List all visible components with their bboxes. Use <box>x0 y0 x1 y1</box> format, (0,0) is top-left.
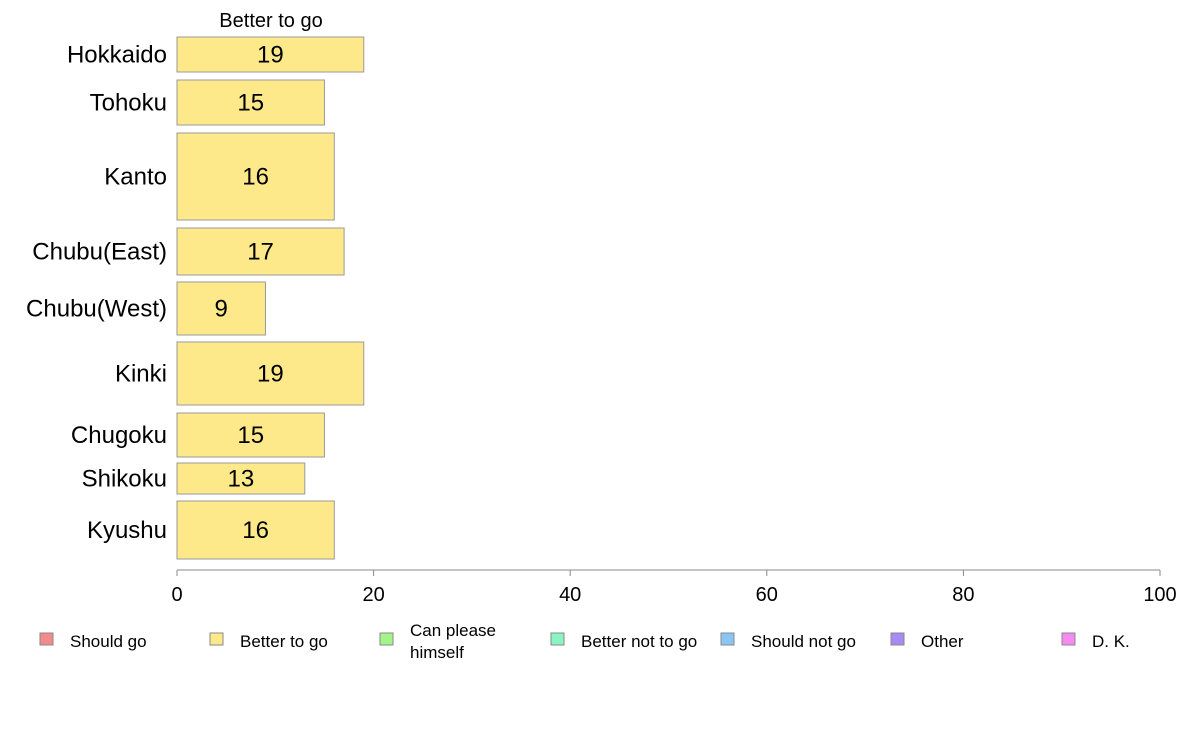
legend-swatch <box>379 632 394 646</box>
bar-segment <box>176 132 335 221</box>
series-title-layer: Better to go <box>219 10 322 32</box>
legend-label: Better not to go <box>581 632 697 651</box>
region-label: Chubu(East) <box>32 239 167 266</box>
bar-segment <box>176 281 266 336</box>
region-label: Kanto <box>104 164 167 191</box>
x-tick-label: 20 <box>362 584 384 606</box>
bar-segment <box>176 341 365 406</box>
x-axis: 0 20 40 60 80 100 <box>171 569 1177 606</box>
legend-swatch <box>890 632 905 646</box>
legend-label: Better to go <box>240 632 328 651</box>
bar-value-label: 16 <box>242 517 269 544</box>
x-tick-label: 40 <box>559 584 581 606</box>
legend-item: Better to go <box>209 632 328 651</box>
region-label: Shikoku <box>82 466 167 493</box>
bar-value-label: 16 <box>242 164 269 191</box>
legend-label: Should not go <box>751 632 856 651</box>
x-tick-label: 100 <box>1143 584 1176 606</box>
bar-segment <box>176 412 325 458</box>
legend-swatch <box>550 632 565 646</box>
bar-value-label: 19 <box>257 42 284 69</box>
legend-swatch <box>1061 632 1076 646</box>
region-label: Kyushu <box>87 517 167 544</box>
x-tick-label: 60 <box>756 584 778 606</box>
bar-value-label: 13 <box>228 466 255 493</box>
bar-value-label: 19 <box>257 361 284 388</box>
legend-label: D. K. <box>1092 632 1130 651</box>
x-tick-label: 80 <box>952 584 974 606</box>
bar-value-label: 17 <box>247 239 274 266</box>
bar-value-label: 15 <box>237 422 264 449</box>
region-labels: Hokkaido Tohoku Kanto Chubu(East) Chubu(West… <box>26 42 167 545</box>
legend-item: Can please himself <box>379 621 496 662</box>
legend-item: Other <box>890 632 964 651</box>
bar-segment <box>176 227 345 276</box>
legend: Should go Better to go Can please himself Be… <box>39 621 1130 662</box>
legend-swatch <box>209 632 224 646</box>
region-label: Hokkaido <box>67 42 167 69</box>
legend-label: Should go <box>70 632 147 651</box>
series-title: Better to go <box>219 10 322 32</box>
bar-value-label: 15 <box>237 90 264 117</box>
legend-swatch <box>39 632 54 646</box>
bar-value-label: 9 <box>215 296 228 323</box>
legend-label: Other <box>921 632 964 651</box>
legend-swatch <box>720 632 735 646</box>
region-label: Kinki <box>115 361 167 388</box>
bars-layer: 19 15 16 17 9 19 15 13 16 <box>176 36 365 560</box>
x-tick-label: 0 <box>171 584 182 606</box>
bar-segment <box>176 36 365 73</box>
legend-item: Better not to go <box>550 632 697 651</box>
bar-segment <box>176 79 325 126</box>
bar-segment <box>176 462 306 495</box>
legend-item: D. K. <box>1061 632 1130 651</box>
region-label: Chubu(West) <box>26 296 167 323</box>
legend-item: Should not go <box>720 632 856 651</box>
legend-item: Should go <box>39 632 147 651</box>
region-label: Chugoku <box>71 422 167 449</box>
bar-segment <box>176 500 335 560</box>
legend-label: Can please himself <box>410 621 496 662</box>
region-label: Tohoku <box>90 90 167 117</box>
